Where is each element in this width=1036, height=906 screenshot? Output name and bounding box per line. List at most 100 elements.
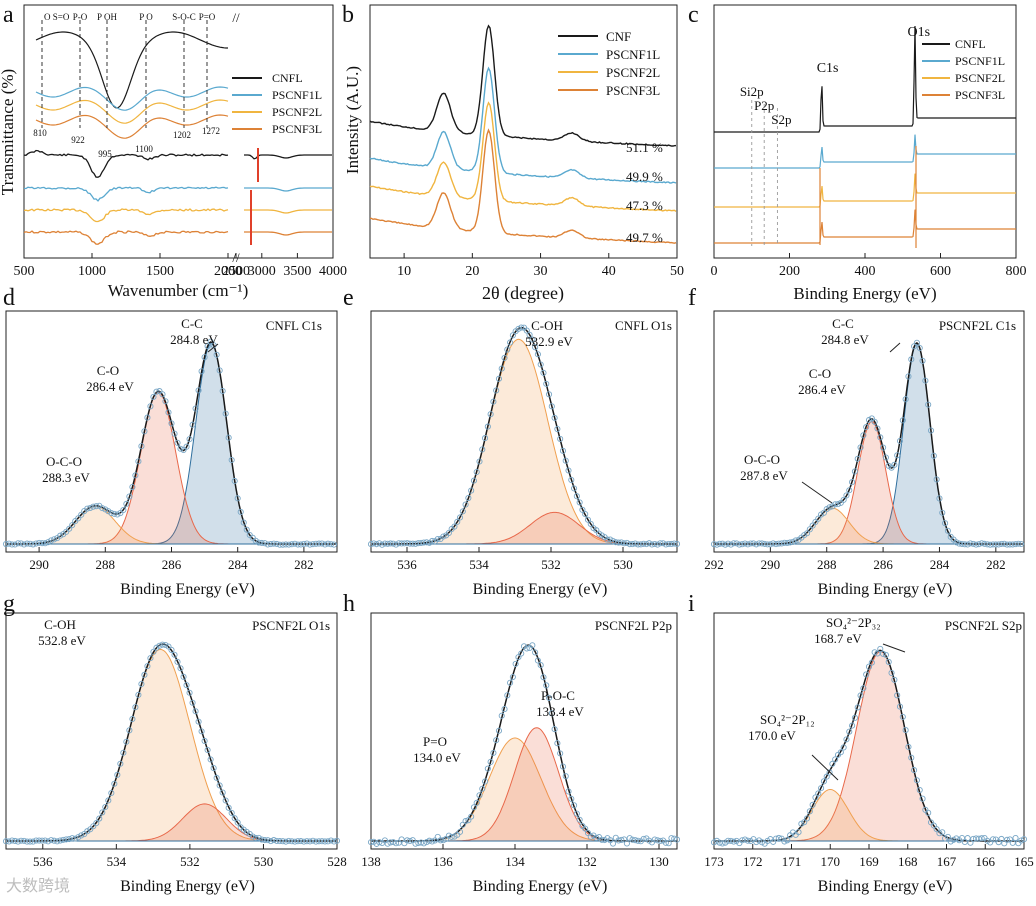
- data-point-e-170: [604, 536, 611, 543]
- data-point-i-188: [975, 835, 982, 842]
- x-tick-label-h-4: 130: [649, 854, 669, 869]
- data-point-g-0: [2, 838, 10, 845]
- data-point-g-102: [156, 642, 163, 649]
- spectrum-right-PSCNF1L: [244, 187, 332, 192]
- data-point-i-208: [1004, 836, 1011, 843]
- x-tick-label-a-4: 2500: [222, 264, 250, 279]
- data-point-e-96: [501, 354, 508, 361]
- component-fill-h-0: [371, 738, 677, 841]
- data-point-d-50: [78, 511, 85, 518]
- data-point-g-60: [93, 820, 100, 827]
- data-point-e-174: [609, 538, 617, 545]
- data-point-d-202: [306, 541, 313, 548]
- data-point-g-186: [282, 838, 289, 845]
- x-tick-label-e-3: 530: [613, 557, 633, 572]
- data-point-e-154: [582, 511, 589, 518]
- data-point-f-24: [744, 541, 751, 548]
- data-point-f-176: [958, 540, 966, 547]
- data-point-h-148: [573, 810, 580, 817]
- data-point-d-78: [120, 506, 127, 514]
- survey-line-PSCNF2L: [714, 173, 1016, 208]
- data-point-e-148: [573, 493, 580, 500]
- xrd-line-PSCNF2L: [369, 101, 677, 212]
- data-point-g-128: [195, 718, 202, 725]
- data-point-h-140: [562, 773, 569, 780]
- data-point-f-180: [964, 541, 971, 548]
- data-point-f-100: [851, 468, 858, 475]
- data-point-h-50: [437, 837, 444, 844]
- data-point-e-156: [584, 516, 592, 523]
- legend-label-b-0: CNF: [606, 29, 631, 44]
- data-point-f-86: [832, 501, 839, 508]
- panel-h: h 138 136 134 132 130 Binding Energy (eV) PSCNF…: [343, 591, 681, 895]
- data-point-d-148: [225, 434, 232, 441]
- data-point-g-146: [222, 797, 229, 804]
- data-point-e-78: [476, 458, 483, 465]
- x-tick-label-i-4: 169: [859, 854, 879, 869]
- data-point-e-74: [470, 477, 477, 484]
- data-point-g-106: [162, 641, 169, 649]
- data-point-g-104: [159, 641, 166, 648]
- data-point-d-154: [234, 495, 241, 502]
- data-point-e-150: [576, 499, 583, 506]
- data-point-i-130: [894, 692, 901, 699]
- data-point-d-216: [327, 541, 335, 548]
- data-point-d-176: [267, 541, 274, 548]
- data-point-i-124: [885, 658, 892, 665]
- data-point-g-10: [17, 837, 25, 844]
- data-point-e-94: [498, 365, 505, 372]
- data-point-d-58: [90, 503, 97, 510]
- data-point-g-36: [57, 837, 64, 844]
- peak-energy-f-2: 287.8 eV: [740, 468, 788, 483]
- data-point-h-196: [640, 835, 647, 842]
- data-point-e-158: [587, 520, 594, 527]
- data-point-h-122: [537, 662, 544, 669]
- data-point-d-158: [240, 519, 247, 526]
- data-point-g-20: [33, 837, 40, 844]
- legend-label-b-3: PSCNF3L: [606, 83, 660, 98]
- data-point-g-220: [333, 837, 341, 844]
- data-point-h-58: [448, 833, 455, 840]
- data-point-h-0: [367, 839, 375, 846]
- data-point-d-170: [258, 539, 265, 547]
- data-point-d-172: [261, 540, 268, 547]
- data-point-e-56: [445, 529, 452, 537]
- data-point-d-208: [315, 540, 322, 547]
- data-point-g-150: [228, 809, 235, 816]
- data-point-h-112: [523, 645, 530, 652]
- data-point-d-144: [219, 387, 226, 395]
- data-point-g-58: [90, 823, 97, 830]
- data-point-g-120: [183, 682, 190, 689]
- x-tick-label-h-0: 138: [361, 854, 381, 869]
- component-fill-e-0: [371, 339, 677, 544]
- data-point-g-142: [216, 782, 223, 789]
- panel-title-e: CNFL O1s: [615, 318, 672, 333]
- panel-label-h: h: [343, 591, 355, 617]
- data-point-h-174: [609, 840, 617, 847]
- data-point-g-196: [297, 838, 304, 845]
- peak-label-i-1: SO₄²⁻2P₁₂: [760, 712, 815, 727]
- data-point-h-154: [582, 825, 589, 832]
- data-point-i-110: [865, 663, 873, 670]
- data-point-e-128: [545, 391, 553, 398]
- band-label-0: O S=O: [44, 12, 70, 22]
- data-point-d-74: [114, 511, 121, 518]
- data-point-g-70: [108, 789, 115, 797]
- data-point-f-182: [967, 540, 974, 547]
- data-point-e-112: [523, 327, 530, 334]
- data-point-h-192: [635, 837, 642, 844]
- data-point-h-88: [490, 749, 497, 756]
- data-point-f-218: [1018, 540, 1025, 548]
- data-point-g-134: [204, 746, 211, 754]
- panel-i: i 173 172 171 170 169 168 167 166 165 Binding Ener…: [688, 591, 1034, 895]
- data-point-i-6: [719, 840, 726, 847]
- data-point-g-14: [24, 838, 31, 845]
- data-point-d-188: [285, 541, 292, 548]
- data-point-i-204: [998, 835, 1005, 843]
- data-point-g-66: [102, 803, 109, 811]
- x-tick-label-a-6: 3500: [283, 264, 311, 279]
- data-point-e-108: [518, 324, 525, 331]
- data-point-f-144: [913, 339, 920, 346]
- x-tick-label-i-2: 171: [782, 854, 802, 869]
- data-point-f-160: [936, 495, 943, 502]
